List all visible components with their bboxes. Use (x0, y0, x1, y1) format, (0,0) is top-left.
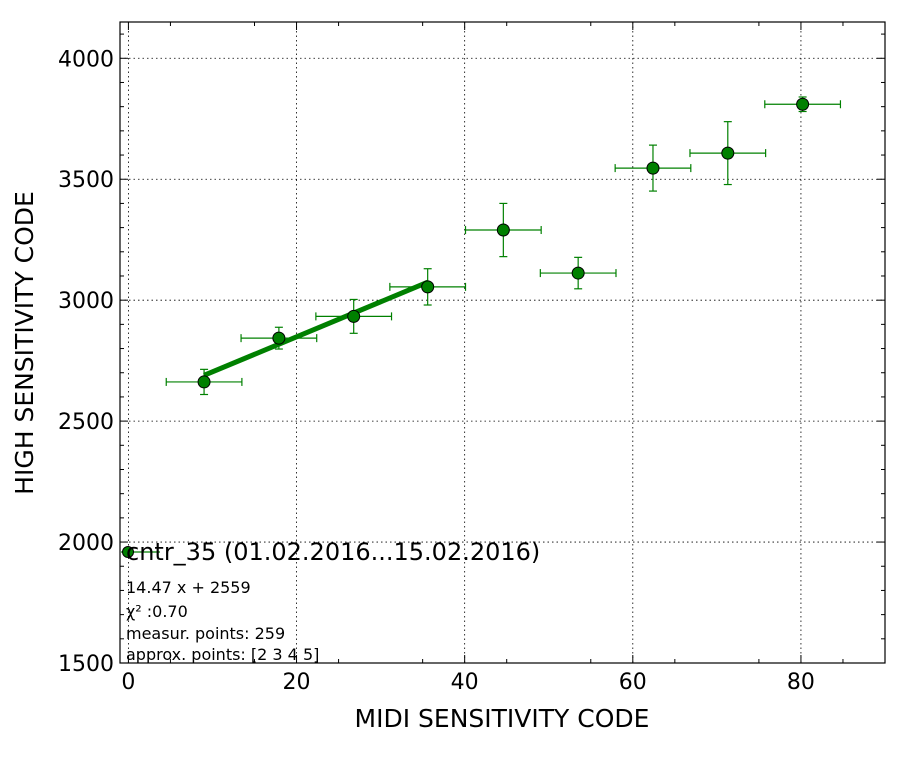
data-marker (496, 223, 510, 237)
data-marker (421, 280, 435, 294)
tick-labels: 0 20 40 60 80 1500 2000 2500 3000 3500 4000 (58, 47, 815, 695)
y-tick-label: 2500 (58, 410, 114, 435)
data-marker (347, 309, 361, 323)
legend: cntr_35 (01.02.2016...15.02.2016) (121, 538, 540, 566)
data-marker (571, 266, 585, 280)
data-point (764, 96, 842, 113)
y-tick-label: 3000 (58, 289, 114, 314)
data-point (539, 256, 617, 290)
legend-label: cntr_35 (01.02.2016...15.02.2016) (126, 538, 540, 566)
data-point (389, 268, 467, 306)
measured-points: measur. points: 259 (126, 624, 285, 643)
data-point (464, 202, 542, 258)
x-tick-label: 40 (451, 670, 479, 695)
y-tick-label: 1500 (58, 652, 114, 677)
data-marker (646, 161, 660, 175)
x-tick-label: 60 (619, 670, 647, 695)
fit-line-layer (203, 279, 429, 378)
data-point (240, 326, 318, 350)
data-points-layer (165, 96, 842, 396)
x-tick-label: 0 (121, 670, 135, 695)
minor-ticks (120, 22, 885, 664)
data-point (689, 121, 767, 186)
data-marker (721, 146, 735, 160)
fit-equation: 14.47 x + 2559 (126, 578, 251, 597)
x-axis-title: MIDI SENSITIVITY CODE (355, 704, 650, 733)
approx-points: approx. points: [2 3 4 5] (126, 645, 319, 664)
data-point (315, 298, 393, 334)
x-tick-label: 20 (283, 670, 311, 695)
grid (120, 22, 885, 663)
data-point (165, 368, 243, 396)
plot-frame (119, 21, 886, 664)
data-marker (796, 97, 810, 111)
y-tick-label: 2000 (58, 531, 114, 556)
data-marker (272, 331, 286, 345)
fit-annotations: 14.47 x + 2559 χ² :0.70 measur. points: … (126, 578, 319, 664)
data-marker (197, 375, 211, 389)
y-axis-title: HIGH SENSITIVITY CODE (10, 191, 39, 495)
data-point (614, 144, 692, 192)
y-tick-label: 4000 (58, 47, 114, 72)
legend-marker (122, 546, 134, 558)
x-tick-label: 80 (787, 670, 815, 695)
chi-square: χ² :0.70 (126, 602, 188, 621)
fit-line (203, 279, 429, 378)
y-tick-label: 3500 (58, 168, 114, 193)
